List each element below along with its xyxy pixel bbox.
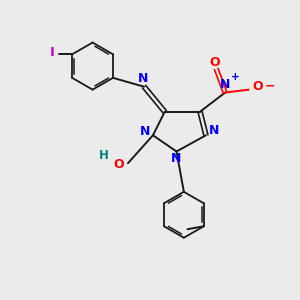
Text: O: O [113,158,124,171]
Text: +: + [231,72,240,82]
Text: H: H [99,149,109,162]
Text: −: − [265,80,275,93]
Text: N: N [137,72,148,85]
Text: I: I [50,46,55,59]
Text: N: N [220,78,230,91]
Text: O: O [209,56,220,69]
Text: O: O [253,80,263,93]
Text: N: N [140,125,150,138]
Text: N: N [171,152,182,165]
Text: N: N [209,124,219,137]
